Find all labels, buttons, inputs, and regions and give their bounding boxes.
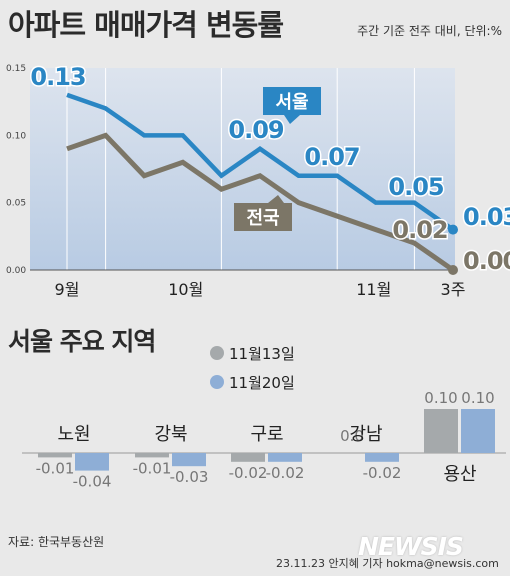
bar <box>424 409 458 453</box>
series-line <box>66 132 455 273</box>
legend-label: 11월20일 <box>229 374 295 392</box>
bar-value-label: -0.03 <box>170 468 209 486</box>
data-label: 0.13 <box>30 63 85 91</box>
bar <box>38 453 72 458</box>
bar <box>75 453 109 471</box>
section-title: 서울 주요 지역 <box>8 327 156 356</box>
bar-value-label: 0.10 <box>424 389 457 407</box>
x-tick-label: 10월 <box>168 280 203 299</box>
byline: 23.11.23 안지혜 기자 hokma@newsis.com <box>276 557 499 570</box>
data-label: 0.09 <box>228 116 284 144</box>
bar <box>461 409 495 453</box>
category-label: 용산 <box>443 464 476 485</box>
bar <box>135 453 169 458</box>
y-tick-label: 0.05 <box>6 199 26 209</box>
y-tick-label: 0.00 <box>6 266 26 276</box>
category-label: 구로 <box>250 424 283 445</box>
bar <box>268 453 302 462</box>
plot-area <box>30 68 455 270</box>
bar <box>172 453 206 467</box>
source-note: 자료: 한국부동산원 <box>8 535 105 549</box>
data-label: 0.02 <box>392 216 447 244</box>
bar <box>231 453 265 462</box>
x-tick-label: 11월 <box>356 280 391 299</box>
page-title: 아파트 매매가격 변동률 <box>8 8 284 42</box>
x-tick-label: 3주 <box>441 280 466 299</box>
series-line <box>66 92 455 232</box>
bar-value-label: -0.02 <box>266 464 305 482</box>
legend-marker <box>210 375 224 389</box>
end-point <box>448 224 458 235</box>
legend-tag-seoul-pointer <box>284 115 300 124</box>
bar-value-label: -0.01 <box>133 459 172 477</box>
bar-value-label: -0.02 <box>363 464 402 482</box>
bar-value-label: -0.04 <box>73 473 112 491</box>
x-tick-label: 9월 <box>55 280 80 299</box>
legend-marker <box>210 346 224 360</box>
data-label: 0.03 <box>463 203 510 231</box>
end-point <box>448 265 458 275</box>
legend-tag-national-pointer <box>268 195 284 203</box>
bar-chart: 11월13일 11월20일 -0.01 -0.01 -0.02 0.0 0.10 -0.04 -… <box>22 345 506 491</box>
legend-tag-seoul <box>263 87 321 115</box>
data-label: 0.00 <box>463 247 510 275</box>
data-label: 0.07 <box>304 143 359 171</box>
data-label: 0.05 <box>388 173 444 201</box>
category-label: 노원 <box>57 424 90 445</box>
legend-label: 11월13일 <box>229 345 295 363</box>
legend-label-seoul: 서울 <box>275 92 308 113</box>
category-label: 강남 <box>349 424 382 445</box>
legend-label-national: 전국 <box>246 208 279 229</box>
category-label: 강북 <box>154 424 187 445</box>
bar <box>365 453 399 462</box>
bar-value-label: -0.01 <box>36 459 75 477</box>
bar-value-label: 0.10 <box>461 389 494 407</box>
y-tick-label: 0.10 <box>6 131 26 141</box>
line-chart: 0.00 0.05 0.10 0.15 9월 10월 11월 3주 0.13 0.09 0.07 0.… <box>6 62 510 300</box>
y-tick-label: 0.15 <box>6 64 26 74</box>
bar-value-label: 0.0 <box>340 427 364 445</box>
unit-note: 주간 기준 전주 대비, 단위:% <box>357 24 502 38</box>
newsis-watermark: NEWSIS <box>358 532 464 561</box>
legend-tag-national <box>234 203 292 231</box>
bar-value-label: -0.02 <box>229 464 268 482</box>
